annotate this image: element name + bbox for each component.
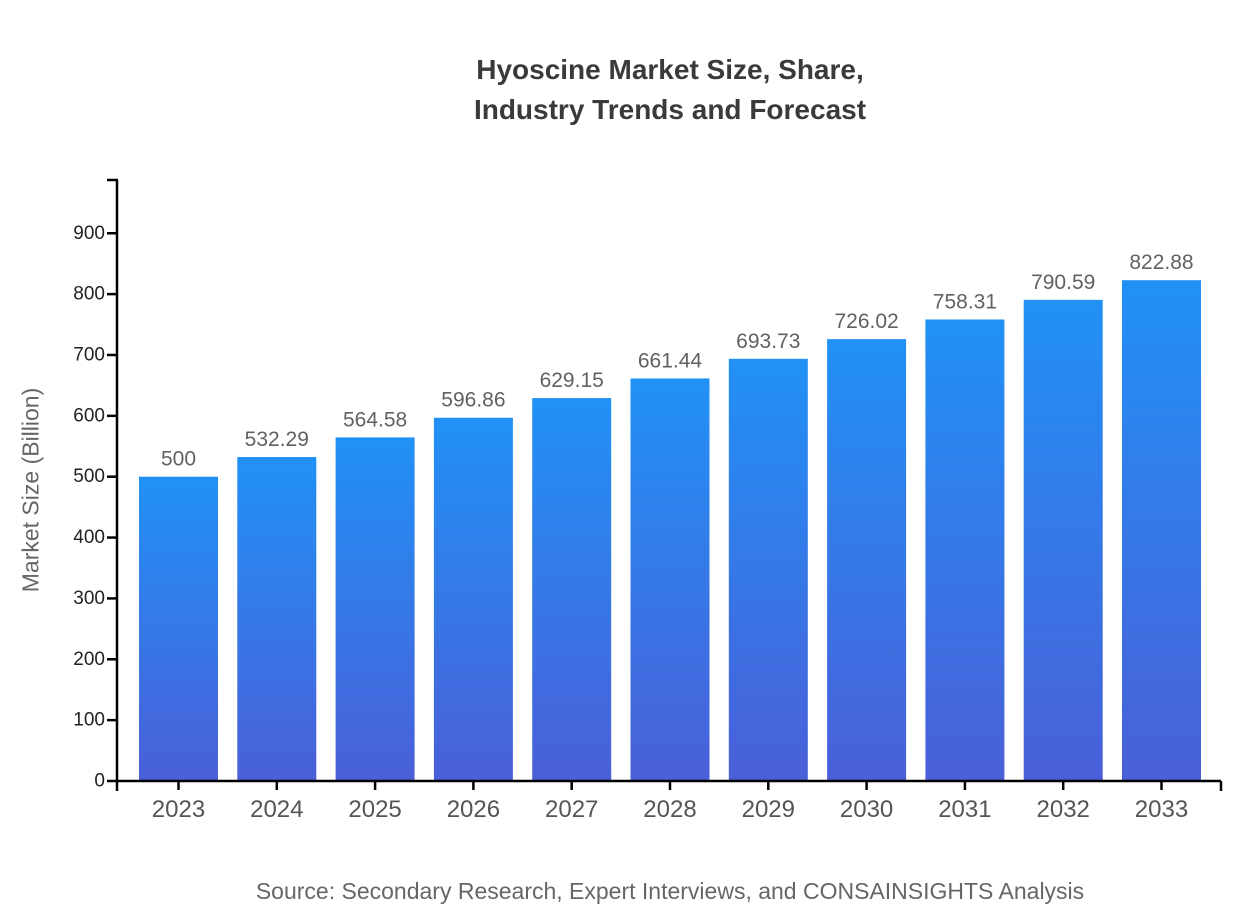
y-tick-label: 300 xyxy=(73,588,105,609)
bar-value-label: 596.86 xyxy=(441,389,505,412)
chart-title-line2: Industry Trends and Forecast xyxy=(473,94,867,125)
bar xyxy=(1023,299,1103,781)
source-text: Source: Secondary Research, Expert Inter… xyxy=(255,878,1085,904)
bar-value-label: 661.44 xyxy=(638,349,703,372)
bar xyxy=(925,319,1005,781)
x-tick-label: 2027 xyxy=(545,796,598,823)
chart-title-line1: Hyoscine Market Size, Share, xyxy=(476,54,864,85)
bar xyxy=(1122,280,1201,781)
y-tick-label: 600 xyxy=(73,405,105,426)
bar-value-label: 532.29 xyxy=(245,428,309,451)
x-tick-label: 2029 xyxy=(742,796,795,823)
x-tick-label: 2025 xyxy=(348,796,401,823)
bar-value-label: 758.31 xyxy=(933,290,997,313)
y-tick-label: 800 xyxy=(73,284,105,305)
y-axis-title: Market Size (Billion) xyxy=(17,387,44,593)
y-tick-label: 0 xyxy=(94,771,105,792)
bar xyxy=(827,339,907,781)
y-tick-label: 100 xyxy=(73,710,105,731)
bar xyxy=(237,457,317,781)
bar-value-label: 564.58 xyxy=(343,408,407,431)
x-tick-label: 2023 xyxy=(152,796,205,823)
bar xyxy=(139,476,218,781)
bar-value-label: 629.15 xyxy=(540,369,604,392)
y-tick-label: 500 xyxy=(73,466,105,487)
bar-value-label: 726.02 xyxy=(834,310,898,333)
y-tick-label: 200 xyxy=(73,649,105,670)
chart-title: Hyoscine Market Size, Share, Industry Tr… xyxy=(140,50,1200,130)
bar-value-label: 693.73 xyxy=(736,330,800,353)
bar-value-label: 790.59 xyxy=(1031,271,1095,294)
bar-value-label: 822.88 xyxy=(1129,251,1193,274)
x-tick-label: 2033 xyxy=(1135,796,1188,823)
y-tick-label: 900 xyxy=(73,223,105,244)
y-tick-label: 700 xyxy=(73,344,105,365)
x-tick-label: 2030 xyxy=(840,796,893,823)
bar xyxy=(532,398,612,781)
bar-value-label: 500 xyxy=(161,448,196,471)
x-tick-label: 2024 xyxy=(250,796,303,823)
bar xyxy=(728,358,808,781)
bar xyxy=(630,378,710,781)
x-tick-label: 2026 xyxy=(447,796,500,823)
bar xyxy=(433,417,513,781)
bar xyxy=(335,437,415,781)
y-tick-label: 400 xyxy=(73,527,105,548)
x-tick-label: 2031 xyxy=(938,796,991,823)
x-tick-label: 2028 xyxy=(643,796,696,823)
x-tick-label: 2032 xyxy=(1037,796,1090,823)
